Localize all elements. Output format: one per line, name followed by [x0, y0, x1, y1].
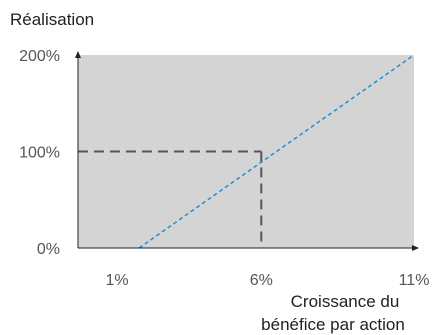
y-tick-labels: 0% 100% 200% — [19, 48, 60, 258]
x-tick-label: 11% — [399, 272, 430, 289]
x-axis-label-line-1: Croissance du — [291, 292, 400, 311]
x-tick-label: 1% — [105, 272, 128, 289]
y-tick-label: 100% — [19, 145, 60, 162]
x-axis-label-line-2: bénéfice par action — [261, 315, 405, 334]
y-axis-arrow — [75, 51, 81, 58]
x-tick-labels: 1% 6% 11% — [105, 272, 429, 289]
y-tick-label: 0% — [37, 241, 60, 258]
y-tick-label: 200% — [19, 48, 60, 65]
x-tick-label: 6% — [250, 272, 273, 289]
x-axis-arrow — [412, 245, 419, 251]
y-axis-label: Réalisation — [10, 10, 94, 29]
